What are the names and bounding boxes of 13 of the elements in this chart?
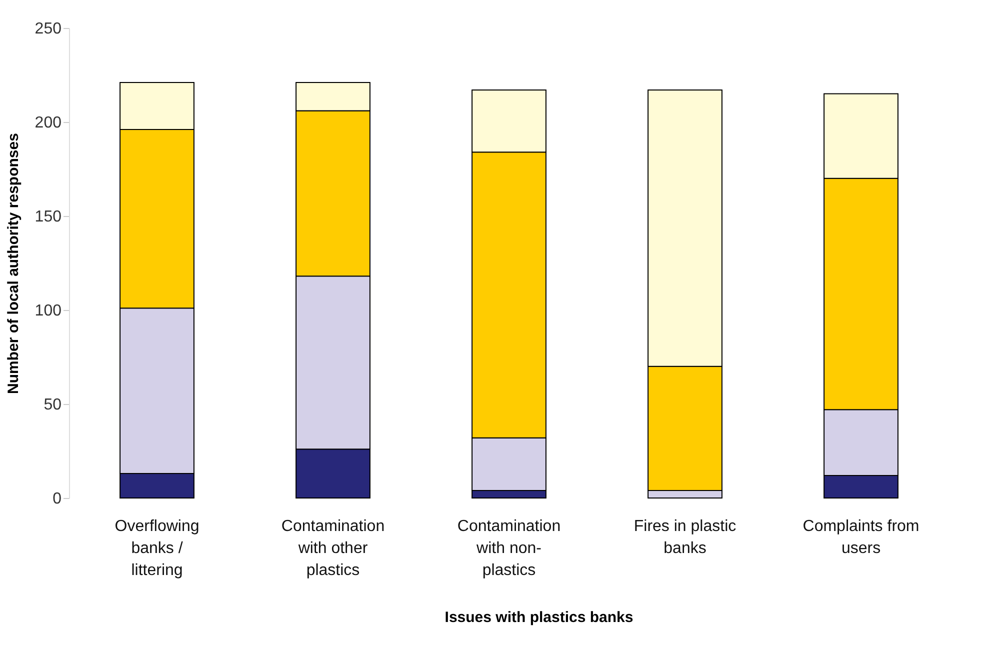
x-tick-label: Overflowing banks / littering <box>114 518 200 579</box>
y-tick-label: 50 <box>44 396 62 414</box>
x-tick-label: Complaints from users <box>802 518 920 557</box>
y-tick-label: 0 <box>52 490 62 508</box>
y-tick-label: 150 <box>34 208 62 226</box>
x-tick-label: Fires in plastic banks <box>634 518 736 557</box>
x-tick-label: Contamination with other plastics <box>281 518 385 579</box>
y-axis-title: Number of local authority responses <box>4 133 22 394</box>
x-axis-title: Issues with plastics banks <box>444 609 634 626</box>
y-tick-label: 100 <box>34 302 62 320</box>
y-tick-label: 200 <box>34 114 62 132</box>
x-tick-label: Contamination with non-plastics <box>457 518 561 579</box>
y-tick-label: 250 <box>34 20 62 38</box>
